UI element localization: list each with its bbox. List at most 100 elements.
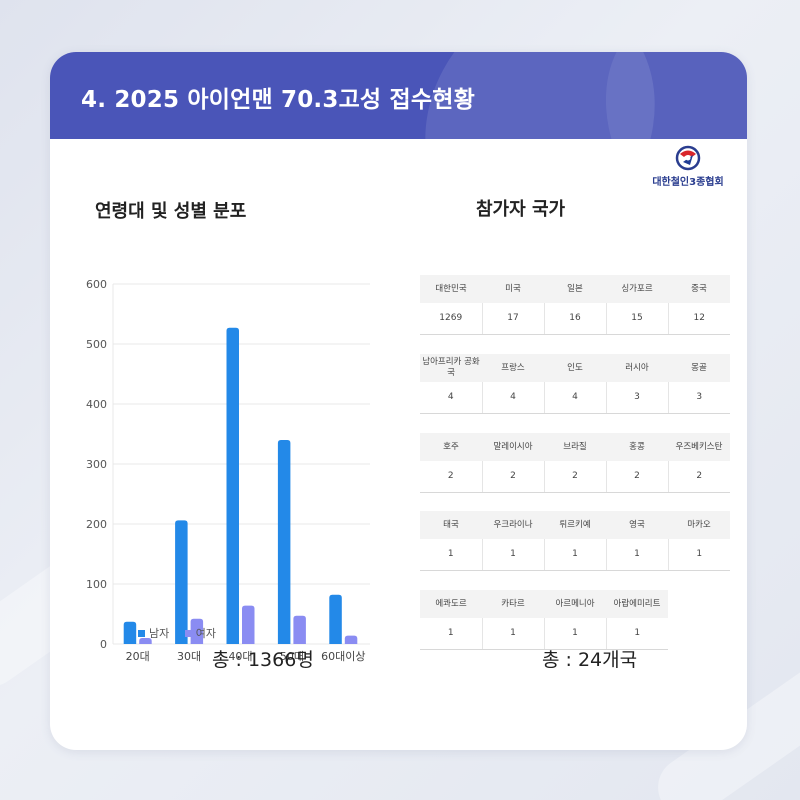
country-count: 2 — [668, 461, 730, 493]
country-count: 3 — [668, 382, 730, 414]
country-count: 12 — [668, 303, 730, 335]
bar-male-1 — [175, 520, 188, 644]
country-count: 1 — [544, 618, 607, 650]
logo-text: 대한철인3종협회 — [652, 177, 724, 188]
country-count: 2 — [420, 461, 483, 493]
x-tick-label: 20대 — [126, 650, 150, 663]
country-name: 아르메니아 — [544, 590, 606, 618]
country-name: 일본 — [544, 275, 606, 303]
country-name: 튀르키예 — [544, 511, 606, 539]
total-participants: 총 : 1366명 — [212, 649, 314, 671]
legend-swatch — [184, 630, 192, 637]
country-name: 호주 — [420, 433, 482, 461]
country-count: 1 — [420, 618, 483, 650]
country-name: 영국 — [606, 511, 668, 539]
country-name: 홍콩 — [606, 433, 668, 461]
x-tick-label: 60대이상 — [321, 650, 365, 663]
country-count: 1 — [420, 539, 483, 571]
country-name: 태국 — [420, 511, 482, 539]
country-name: 우즈베키스탄 — [668, 433, 730, 461]
bar-male-4 — [329, 594, 342, 644]
country-count: 16 — [544, 303, 607, 335]
country-name: 대한민국 — [420, 275, 482, 303]
country-name: 중국 — [668, 275, 730, 303]
country-table: 대한민국 미국 일본 싱가포르 중국 1269 17 16 15 12 — [420, 275, 730, 335]
bar-female-4 — [344, 635, 358, 644]
countries-title: 참가자 국가 — [476, 199, 566, 220]
country-name: 아랍에미리트 — [606, 590, 668, 618]
country-table: 태국 우크라이나 튀르키예 영국 마카오 1 1 1 1 1 — [420, 511, 730, 571]
bar-female-3 — [293, 615, 306, 644]
country-count: 1 — [606, 618, 668, 650]
y-tick-label: 500 — [86, 338, 107, 351]
country-name: 인도 — [544, 354, 606, 382]
y-tick-label: 200 — [86, 518, 107, 531]
country-table: 호주 말레이시아 브라질 홍콩 우즈베키스탄 2 2 2 2 2 — [420, 433, 730, 493]
country-count: 1 — [606, 539, 669, 571]
country-count: 1 — [668, 539, 730, 571]
country-count: 4 — [482, 382, 545, 414]
header-banner: 4. 2025 아이언맨 70.3고성 접수현황 — [50, 52, 747, 139]
country-table: 에콰도르 카타르 아르메니아 아랍에미리트 1 1 1 1 — [420, 590, 668, 650]
country-count: 17 — [482, 303, 545, 335]
country-count: 15 — [606, 303, 669, 335]
y-tick-label: 400 — [86, 398, 107, 411]
country-count: 4 — [420, 382, 483, 414]
triathlon-logo-icon — [675, 145, 701, 171]
country-count-row: 1269 17 16 15 12 — [420, 303, 730, 335]
country-count: 2 — [544, 461, 607, 493]
country-count: 1 — [544, 539, 607, 571]
y-tick-label: 0 — [100, 638, 107, 651]
bar-male-3 — [277, 440, 291, 644]
bar-male-2 — [226, 327, 239, 644]
country-name: 러시아 — [606, 354, 668, 382]
bar-female-0 — [139, 638, 152, 644]
legend-item-female: 여자 — [184, 627, 216, 640]
page-title: 4. 2025 아이언맨 70.3고성 접수현황 — [81, 87, 475, 113]
country-name-row: 대한민국 미국 일본 싱가포르 중국 — [420, 275, 730, 303]
x-tick-label: 40대 — [228, 650, 252, 663]
country-table: 남아프리카 공화국 프랑스 인도 러시아 몽골 4 4 4 3 3 — [420, 354, 730, 414]
country-count: 3 — [606, 382, 669, 414]
x-tick-label: 30대 — [177, 650, 201, 663]
country-name: 우크라이나 — [482, 511, 544, 539]
y-tick-label: 100 — [86, 578, 107, 591]
country-count: 2 — [482, 461, 545, 493]
bar-female-1 — [190, 618, 204, 644]
country-name: 싱가포르 — [606, 275, 668, 303]
country-name-row: 태국 우크라이나 튀르키예 영국 마카오 — [420, 511, 730, 539]
country-name: 프랑스 — [482, 354, 544, 382]
country-count: 2 — [606, 461, 669, 493]
country-name: 카타르 — [482, 590, 544, 618]
country-name: 남아프리카 공화국 — [420, 354, 482, 382]
country-name: 마카오 — [668, 511, 730, 539]
legend-label: 남자 — [149, 627, 170, 640]
country-name: 말레이시아 — [482, 433, 544, 461]
country-name: 브라질 — [544, 433, 606, 461]
legend-swatch — [138, 630, 145, 637]
bar-male-0 — [123, 621, 137, 644]
country-name: 몽골 — [668, 354, 730, 382]
chart-title: 연령대 및 성별 분포 — [95, 201, 247, 222]
country-name: 미국 — [482, 275, 544, 303]
total-countries: 총 : 24개국 — [542, 649, 638, 671]
bar-female-2 — [242, 605, 255, 644]
country-count: 1 — [482, 618, 545, 650]
x-tick-label: 50대 — [280, 650, 304, 663]
country-name-row: 호주 말레이시아 브라질 홍콩 우즈베키스탄 — [420, 433, 730, 461]
y-tick-label: 600 — [86, 278, 107, 291]
country-count: 4 — [544, 382, 607, 414]
country-name-row: 에콰도르 카타르 아르메니아 아랍에미리트 — [420, 590, 668, 618]
legend-label: 여자 — [195, 627, 216, 640]
country-name-row: 남아프리카 공화국 프랑스 인도 러시아 몽골 — [420, 354, 730, 382]
chart-legend: 남자 여자 — [138, 625, 228, 641]
country-count: 1269 — [420, 303, 483, 335]
y-tick-label: 300 — [86, 458, 107, 471]
country-name: 에콰도르 — [420, 590, 482, 618]
country-count: 1 — [482, 539, 545, 571]
